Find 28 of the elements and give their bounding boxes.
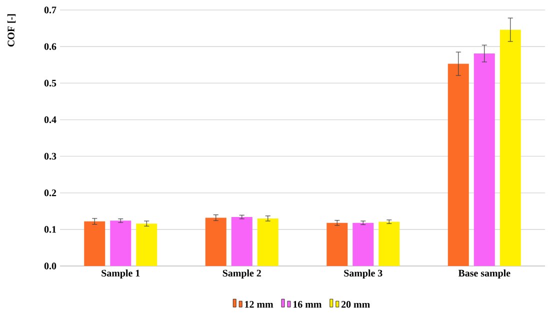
y-tick-label: 0.4 bbox=[44, 116, 56, 124]
bar bbox=[257, 218, 278, 266]
legend-label: 16 mm bbox=[293, 301, 322, 308]
y-axis-title: COF [-] bbox=[7, 14, 16, 47]
bar bbox=[448, 64, 469, 266]
legend-label: 20 mm bbox=[341, 301, 370, 308]
bar bbox=[136, 224, 158, 266]
y-tick-label: 0.6 bbox=[44, 43, 56, 50]
x-tick-label: Sample 3 bbox=[344, 270, 382, 279]
x-tick-label: Sample 1 bbox=[102, 270, 140, 279]
y-tick-label: 0.0 bbox=[44, 262, 56, 270]
y-tick-label: 0.1 bbox=[44, 226, 56, 233]
y-tick-label: 0.3 bbox=[44, 152, 56, 160]
y-tick-label: 0.7 bbox=[44, 6, 56, 14]
y-tick-label: 0.5 bbox=[44, 80, 56, 87]
bar bbox=[352, 222, 374, 266]
bar bbox=[231, 216, 252, 266]
bar bbox=[378, 222, 400, 266]
legend-label: 12 mm bbox=[245, 301, 274, 308]
bar bbox=[84, 221, 106, 266]
y-tick-label: 0.2 bbox=[44, 189, 56, 196]
bar bbox=[205, 218, 226, 266]
bar bbox=[110, 220, 132, 266]
x-tick-label: Sample 2 bbox=[222, 270, 261, 279]
bar bbox=[474, 54, 495, 266]
bar bbox=[500, 30, 521, 266]
bar bbox=[326, 222, 348, 266]
x-tick-label: Base sample bbox=[458, 270, 510, 279]
